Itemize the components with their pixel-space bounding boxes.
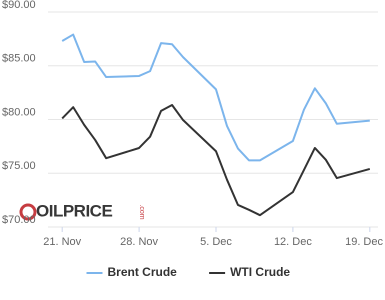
y-tick-label: $80.00 [2,106,36,118]
y-tick-label: $75.00 [2,160,36,172]
y-tick-label: $90.00 [2,0,36,11]
watermark-suffix: .com [138,204,145,219]
y-tick-label: $85.00 [2,53,36,65]
series-line [61,103,371,217]
legend-label: WTI Crude [230,265,290,279]
x-tick-label: 28. Nov [120,236,158,248]
watermark-brand: OILPRICE [36,201,112,220]
x-tick-label: 19. Dec [345,236,383,248]
logo-ring [19,203,37,221]
series-line [61,33,370,162]
watermark: OILPRICE .com [19,201,145,221]
legend-label: Brent Crude [108,265,178,279]
x-tick-label: 21. Nov [43,236,81,248]
x-tick-label: 12. Dec [274,236,312,248]
y-tick-label: $70.00 [2,214,36,226]
x-tick-label: 5. Dec [200,236,232,248]
